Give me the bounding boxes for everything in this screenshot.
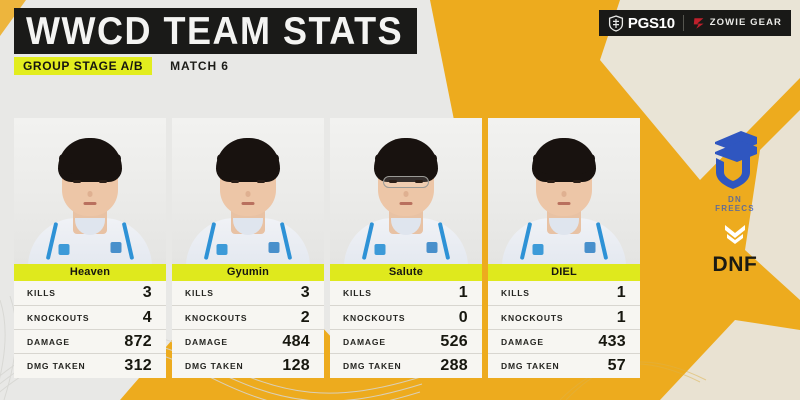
- sponsor-pgs10: PGS10: [608, 14, 675, 32]
- player-name-banner: Gyumin: [172, 264, 324, 281]
- sponsor-bar: PGS10 ZOWIE GEAR: [598, 10, 791, 36]
- stat-row-damage: DAMAGE 872: [14, 329, 166, 353]
- stat-label: KNOCKOUTS: [185, 312, 248, 323]
- team-logo-line2: FREECS: [715, 204, 755, 214]
- player-photo: [14, 118, 166, 264]
- stat-label: KNOCKOUTS: [27, 312, 90, 323]
- stat-row-dmg-taken: DMG TAKEN 128: [172, 353, 324, 377]
- player-photo: [330, 118, 482, 264]
- team-logo-line1: DN: [728, 195, 742, 204]
- page-title: WWCD TEAM STATS: [26, 8, 404, 53]
- pgs10-wordmark: PGS10: [627, 14, 675, 32]
- player-card[interactable]: Heaven KILLS 3 KNOCKOUTS 4 DAMAGE 872 DM…: [14, 118, 166, 378]
- stat-label: DAMAGE: [27, 336, 70, 347]
- stat-label: KNOCKOUTS: [343, 312, 406, 323]
- page-header: WWCD TEAM STATS GROUP STAGE A/B MATCH 6 …: [0, 0, 800, 95]
- stat-value: 4: [142, 308, 152, 326]
- sponsor-zowie: ZOWIE GEAR: [692, 16, 782, 31]
- stat-value: 2: [300, 308, 310, 326]
- team-panel: DN FREECS DNF: [670, 130, 800, 320]
- stat-row-damage: DAMAGE 433: [488, 329, 640, 353]
- stat-value: 3: [300, 284, 310, 301]
- stat-value: 3: [142, 284, 152, 301]
- dn-freecs-shield-icon: [715, 131, 757, 189]
- stat-row-dmg-taken: DMG TAKEN 288: [330, 353, 482, 377]
- player-name-banner: Salute: [330, 264, 482, 281]
- stat-row-kills: KILLS 3: [14, 281, 166, 305]
- stat-label: DMG TAKEN: [185, 360, 244, 371]
- stat-value: 1: [616, 308, 626, 326]
- player-stats: KILLS 1 KNOCKOUTS 1 DAMAGE 433 DMG TAKEN…: [488, 281, 640, 377]
- stat-label: KILLS: [185, 288, 214, 298]
- stat-value: 1: [458, 284, 468, 301]
- stat-label: DAMAGE: [343, 336, 386, 347]
- stat-label: DMG TAKEN: [501, 360, 560, 371]
- stat-row-dmg-taken: DMG TAKEN 57: [488, 353, 640, 377]
- stat-row-knockouts: KNOCKOUTS 1: [488, 305, 640, 329]
- team-logo: [707, 130, 763, 194]
- stat-value: 288: [440, 356, 468, 374]
- player-stats: KILLS 3 KNOCKOUTS 2 DAMAGE 484 DMG TAKEN…: [172, 281, 324, 377]
- stat-value: 57: [607, 356, 626, 374]
- stat-label: DAMAGE: [185, 336, 228, 347]
- zowie-z-icon: [693, 17, 704, 29]
- stat-row-kills: KILLS 3: [172, 281, 324, 305]
- title-bar: WWCD TEAM STATS: [14, 8, 418, 54]
- player-card[interactable]: DIEL KILLS 1 KNOCKOUTS 1 DAMAGE 433 DMG …: [488, 118, 640, 378]
- player-card[interactable]: Gyumin KILLS 3 KNOCKOUTS 2 DAMAGE 484 DM…: [172, 118, 324, 378]
- subtitle-row: GROUP STAGE A/B MATCH 6: [14, 56, 229, 76]
- stat-label: DAMAGE: [501, 336, 544, 347]
- stat-value: 526: [440, 332, 468, 350]
- stat-row-damage: DAMAGE 484: [172, 329, 324, 353]
- stat-value: 128: [282, 356, 310, 374]
- sponsor-divider: [682, 15, 684, 31]
- player-name: Heaven: [69, 266, 111, 278]
- stat-row-dmg-taken: DMG TAKEN 312: [14, 353, 166, 377]
- match-label: MATCH 6: [170, 59, 229, 73]
- team-logo-subtext: DN FREECS: [715, 195, 755, 213]
- chevron-down-icon: [722, 223, 748, 245]
- stat-row-knockouts: KNOCKOUTS 0: [330, 305, 482, 329]
- stat-value: 1: [616, 284, 626, 301]
- stat-value: 484: [282, 332, 310, 350]
- player-name: Gyumin: [226, 266, 270, 278]
- stat-row-knockouts: KNOCKOUTS 4: [14, 305, 166, 329]
- stat-row-knockouts: KNOCKOUTS 2: [172, 305, 324, 329]
- player-card[interactable]: Salute KILLS 1 KNOCKOUTS 0 DAMAGE 526 DM…: [330, 118, 482, 378]
- stat-row-kills: KILLS 1: [488, 281, 640, 305]
- stat-label: DMG TAKEN: [27, 360, 86, 371]
- stat-label: KILLS: [27, 288, 56, 298]
- stat-value: 0: [458, 308, 468, 326]
- stat-value: 872: [124, 332, 152, 350]
- pgs-crest-icon: [608, 14, 623, 32]
- player-stats: KILLS 1 KNOCKOUTS 0 DAMAGE 526 DMG TAKEN…: [330, 281, 482, 377]
- player-stats: KILLS 3 KNOCKOUTS 4 DAMAGE 872 DMG TAKEN…: [14, 281, 166, 377]
- player-photo: [172, 118, 324, 264]
- player-name-banner: Heaven: [14, 264, 166, 281]
- player-name: DIEL: [551, 266, 577, 278]
- zowie-wordmark: ZOWIE GEAR: [709, 17, 782, 29]
- stat-label: KNOCKOUTS: [501, 312, 564, 323]
- stat-value: 312: [124, 356, 152, 374]
- player-name-banner: DIEL: [488, 264, 640, 281]
- stat-row-damage: DAMAGE 526: [330, 329, 482, 353]
- team-tag: DNF: [712, 253, 758, 277]
- stat-label: DMG TAKEN: [343, 360, 402, 371]
- stat-value: 433: [598, 332, 626, 350]
- player-photo: [488, 118, 640, 264]
- player-name: Salute: [388, 266, 424, 278]
- stat-label: KILLS: [501, 288, 530, 298]
- stat-label: KILLS: [343, 288, 372, 298]
- stage-badge: GROUP STAGE A/B: [14, 57, 153, 75]
- stat-row-kills: KILLS 1: [330, 281, 482, 305]
